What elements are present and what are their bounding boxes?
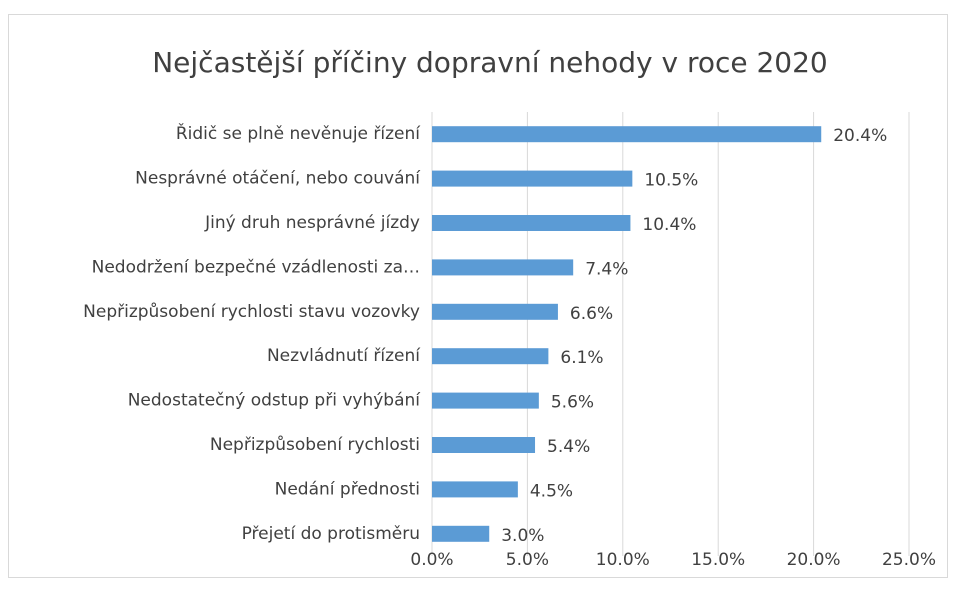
y-tick-label: Nepřizpůsobení rychlosti [210, 435, 420, 455]
data-label: 5.6% [551, 393, 594, 413]
data-label: 6.1% [560, 348, 603, 368]
x-tick-label: 0.0% [410, 550, 453, 570]
y-tick-label: Nedostatečný odstup při vyhýbání [128, 391, 422, 411]
y-tick-label: Nesprávné otáčení, nebo couvání [135, 169, 421, 189]
data-label: 3.0% [501, 526, 544, 546]
bar [432, 170, 633, 187]
bar [432, 525, 490, 542]
data-label: 10.4% [642, 215, 696, 235]
bar [432, 481, 518, 498]
data-label: 5.4% [547, 437, 590, 457]
x-tick-label: 20.0% [787, 550, 841, 570]
data-label: 4.5% [530, 481, 573, 501]
y-tick-label: Řidič se plně nevěnuje řízení [176, 122, 421, 144]
x-tick-label: 5.0% [506, 550, 549, 570]
bar [432, 215, 631, 231]
y-tick-label: Jiný druh nesprávné jízdy [204, 213, 420, 233]
chart-title: Nejčastější příčiny dopravní nehody v ro… [152, 46, 828, 79]
bar [432, 126, 822, 143]
bar [432, 259, 574, 276]
bar [432, 348, 549, 365]
data-label: 7.4% [585, 259, 628, 279]
data-label: 10.5% [644, 171, 698, 191]
bar [432, 303, 558, 320]
bar [432, 437, 536, 453]
y-tick-label: Přejetí do protisměru [242, 524, 420, 544]
y-tick-label: Nezvládnutí řízení [267, 346, 421, 366]
y-tick-label: Nepřizpůsobení rychlosti stavu vozovky [83, 302, 420, 322]
data-label: 6.6% [570, 304, 613, 324]
bar [432, 392, 539, 409]
x-tick-label: 15.0% [691, 550, 745, 570]
y-tick-label: Nedodržení bezpečné vzádlenosti za… [92, 257, 420, 277]
data-label: 20.4% [833, 126, 887, 146]
x-tick-label: 25.0% [882, 550, 936, 570]
x-tick-label: 10.0% [596, 550, 650, 570]
y-tick-label: Nedání přednosti [275, 479, 420, 499]
